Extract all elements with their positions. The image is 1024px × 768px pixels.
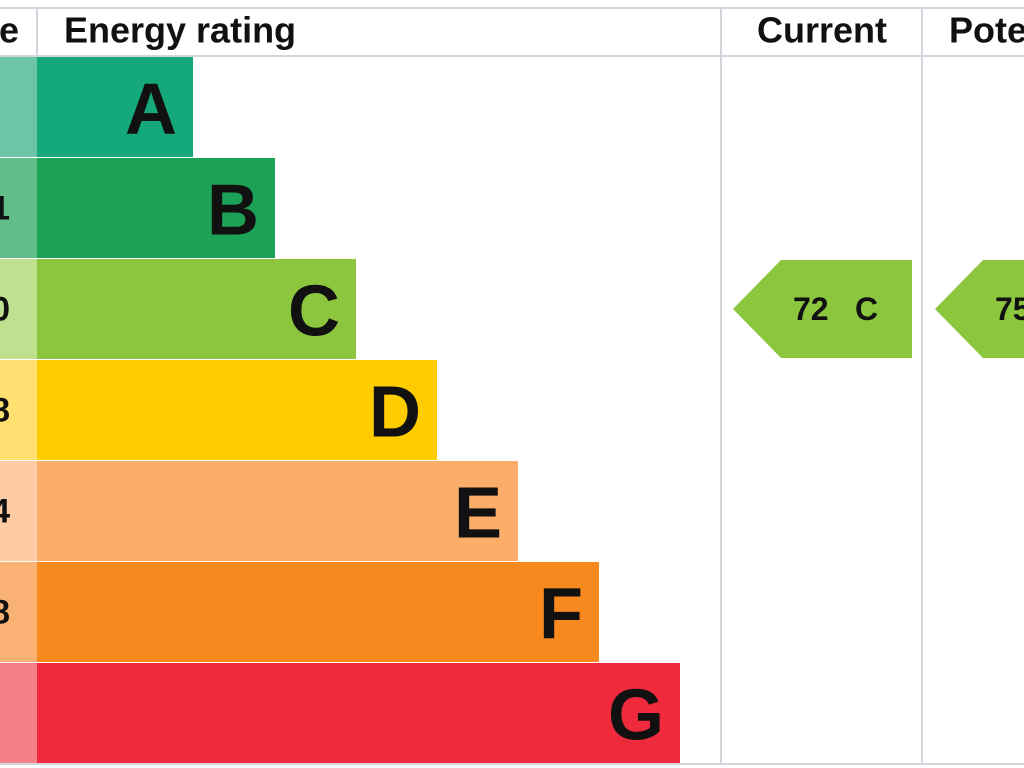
- score-cell: [0, 461, 37, 561]
- rating-bar: [37, 158, 275, 258]
- rating-header: Energy rating: [64, 10, 296, 51]
- rating-bar: [37, 259, 356, 359]
- score-cell: [0, 57, 37, 157]
- current-arrow: [733, 260, 912, 358]
- score-clip: 69-80: [0, 291, 10, 329]
- score-cell: [0, 663, 37, 763]
- band-letter: E: [454, 474, 502, 554]
- score-clip: 21-38: [0, 594, 10, 632]
- score-cell: [0, 259, 37, 359]
- rows: AB 81-91 C 69-80 D 55-68 E 39-54 F 21-38 G: [0, 57, 680, 763]
- score-cell: [0, 562, 37, 662]
- current-value: 72: [793, 291, 829, 327]
- current-header: Current: [757, 10, 887, 51]
- band-letter: G: [608, 676, 664, 756]
- rating-bar: [37, 360, 437, 460]
- score-clip: 39-54: [0, 493, 10, 531]
- score-range: 69-80: [0, 291, 10, 329]
- score-clip: 81-91: [0, 190, 10, 228]
- score-header: Score: [0, 10, 19, 51]
- rating-bar: [37, 57, 193, 157]
- score-cell: [0, 158, 37, 258]
- band-letter: D: [369, 373, 421, 453]
- rating-bar: [37, 461, 518, 561]
- score-range: 21-38: [0, 594, 10, 632]
- score-cell: [0, 360, 37, 460]
- current-band: C: [855, 291, 878, 327]
- score-clip: 55-68: [0, 392, 10, 430]
- potential-arrow: [935, 260, 1024, 358]
- band-letter: A: [125, 70, 177, 150]
- band-letter: C: [288, 272, 340, 352]
- grid: [0, 7, 1024, 765]
- potential-header: Potential: [949, 10, 1024, 51]
- arrows: 72C75C: [733, 260, 1024, 358]
- band-letter: F: [539, 575, 583, 655]
- score-range: 81-91: [0, 190, 10, 228]
- potential-value: 75: [995, 291, 1024, 327]
- score-range: 55-68: [0, 392, 10, 430]
- band-letter: B: [207, 171, 259, 251]
- rating-bar: [37, 562, 599, 662]
- rating-bar: [37, 663, 680, 763]
- score-range: 39-54: [0, 493, 10, 531]
